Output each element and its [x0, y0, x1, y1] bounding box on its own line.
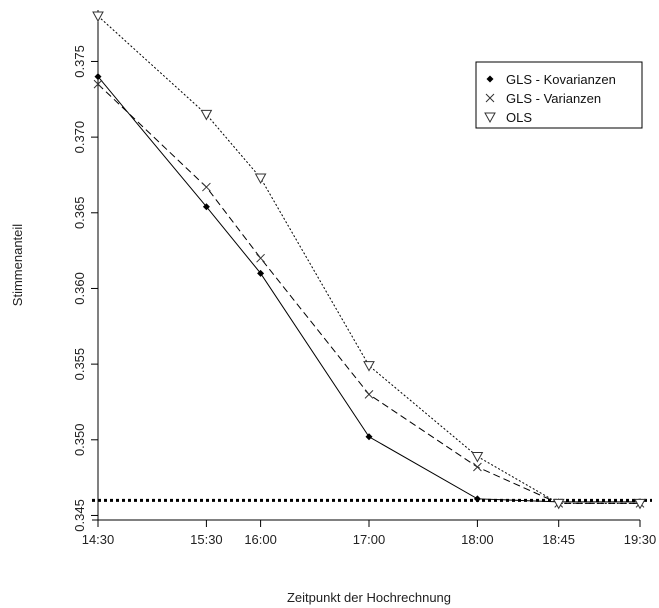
data-point: [257, 269, 265, 277]
data-point: [202, 182, 211, 192]
y-tick-label: 0.370: [72, 121, 87, 154]
legend: GLS - Kovarianzen GLS - Varianzen OLS: [475, 61, 643, 129]
y-tick-label: 0.345: [72, 499, 87, 532]
data-point: [484, 112, 496, 124]
y-tick-label: 0.350: [72, 424, 87, 457]
series-line: [97, 83, 640, 504]
data-point: [92, 11, 104, 23]
x-tick-label: 17:00: [353, 532, 386, 547]
data-point: [473, 462, 482, 472]
y-axis-title: Stimmenanteil: [10, 224, 25, 306]
series-0: [94, 73, 644, 506]
data-point: [365, 433, 373, 441]
data-point: [485, 93, 495, 103]
data-point: [364, 390, 374, 399]
data-point: [202, 203, 210, 211]
data-point: [93, 79, 103, 89]
y-tick-label: 0.375: [72, 45, 87, 78]
y-tick-label: 0.355: [72, 348, 87, 381]
x-axis-title: Zeitpunkt der Hochrechnung: [287, 590, 451, 605]
axes: 14:30 15:30 16:00 17:00 18:00 18:45 19:30 0.345…: [72, 10, 656, 547]
data-point: [473, 495, 481, 503]
legend-label: OLS: [506, 110, 532, 125]
legend-box: [475, 61, 643, 129]
y-tick-label: 0.360: [72, 272, 87, 305]
data-point: [200, 109, 213, 121]
data-point: [256, 253, 265, 263]
data-point: [486, 75, 494, 83]
data-point: [471, 451, 484, 463]
series-2: [92, 11, 646, 510]
x-tick-label: 18:45: [542, 532, 575, 547]
data-point: [254, 173, 267, 185]
y-tick-label: 0.365: [72, 197, 87, 230]
series-1: [93, 79, 645, 508]
data-point: [552, 498, 565, 510]
legend-label: GLS - Kovarianzen: [506, 72, 616, 87]
series-layer: [92, 11, 646, 510]
data-point: [363, 361, 375, 372]
x-tick-label: 18:00: [461, 532, 494, 547]
data-point: [94, 73, 102, 81]
x-tick-label: 19:30: [624, 532, 657, 547]
x-tick-label: 14:30: [82, 532, 115, 547]
legend-label: GLS - Varianzen: [506, 91, 601, 106]
data-point: [634, 498, 646, 510]
x-tick-label: 16:00: [244, 532, 277, 547]
x-tick-label: 15:30: [190, 532, 223, 547]
